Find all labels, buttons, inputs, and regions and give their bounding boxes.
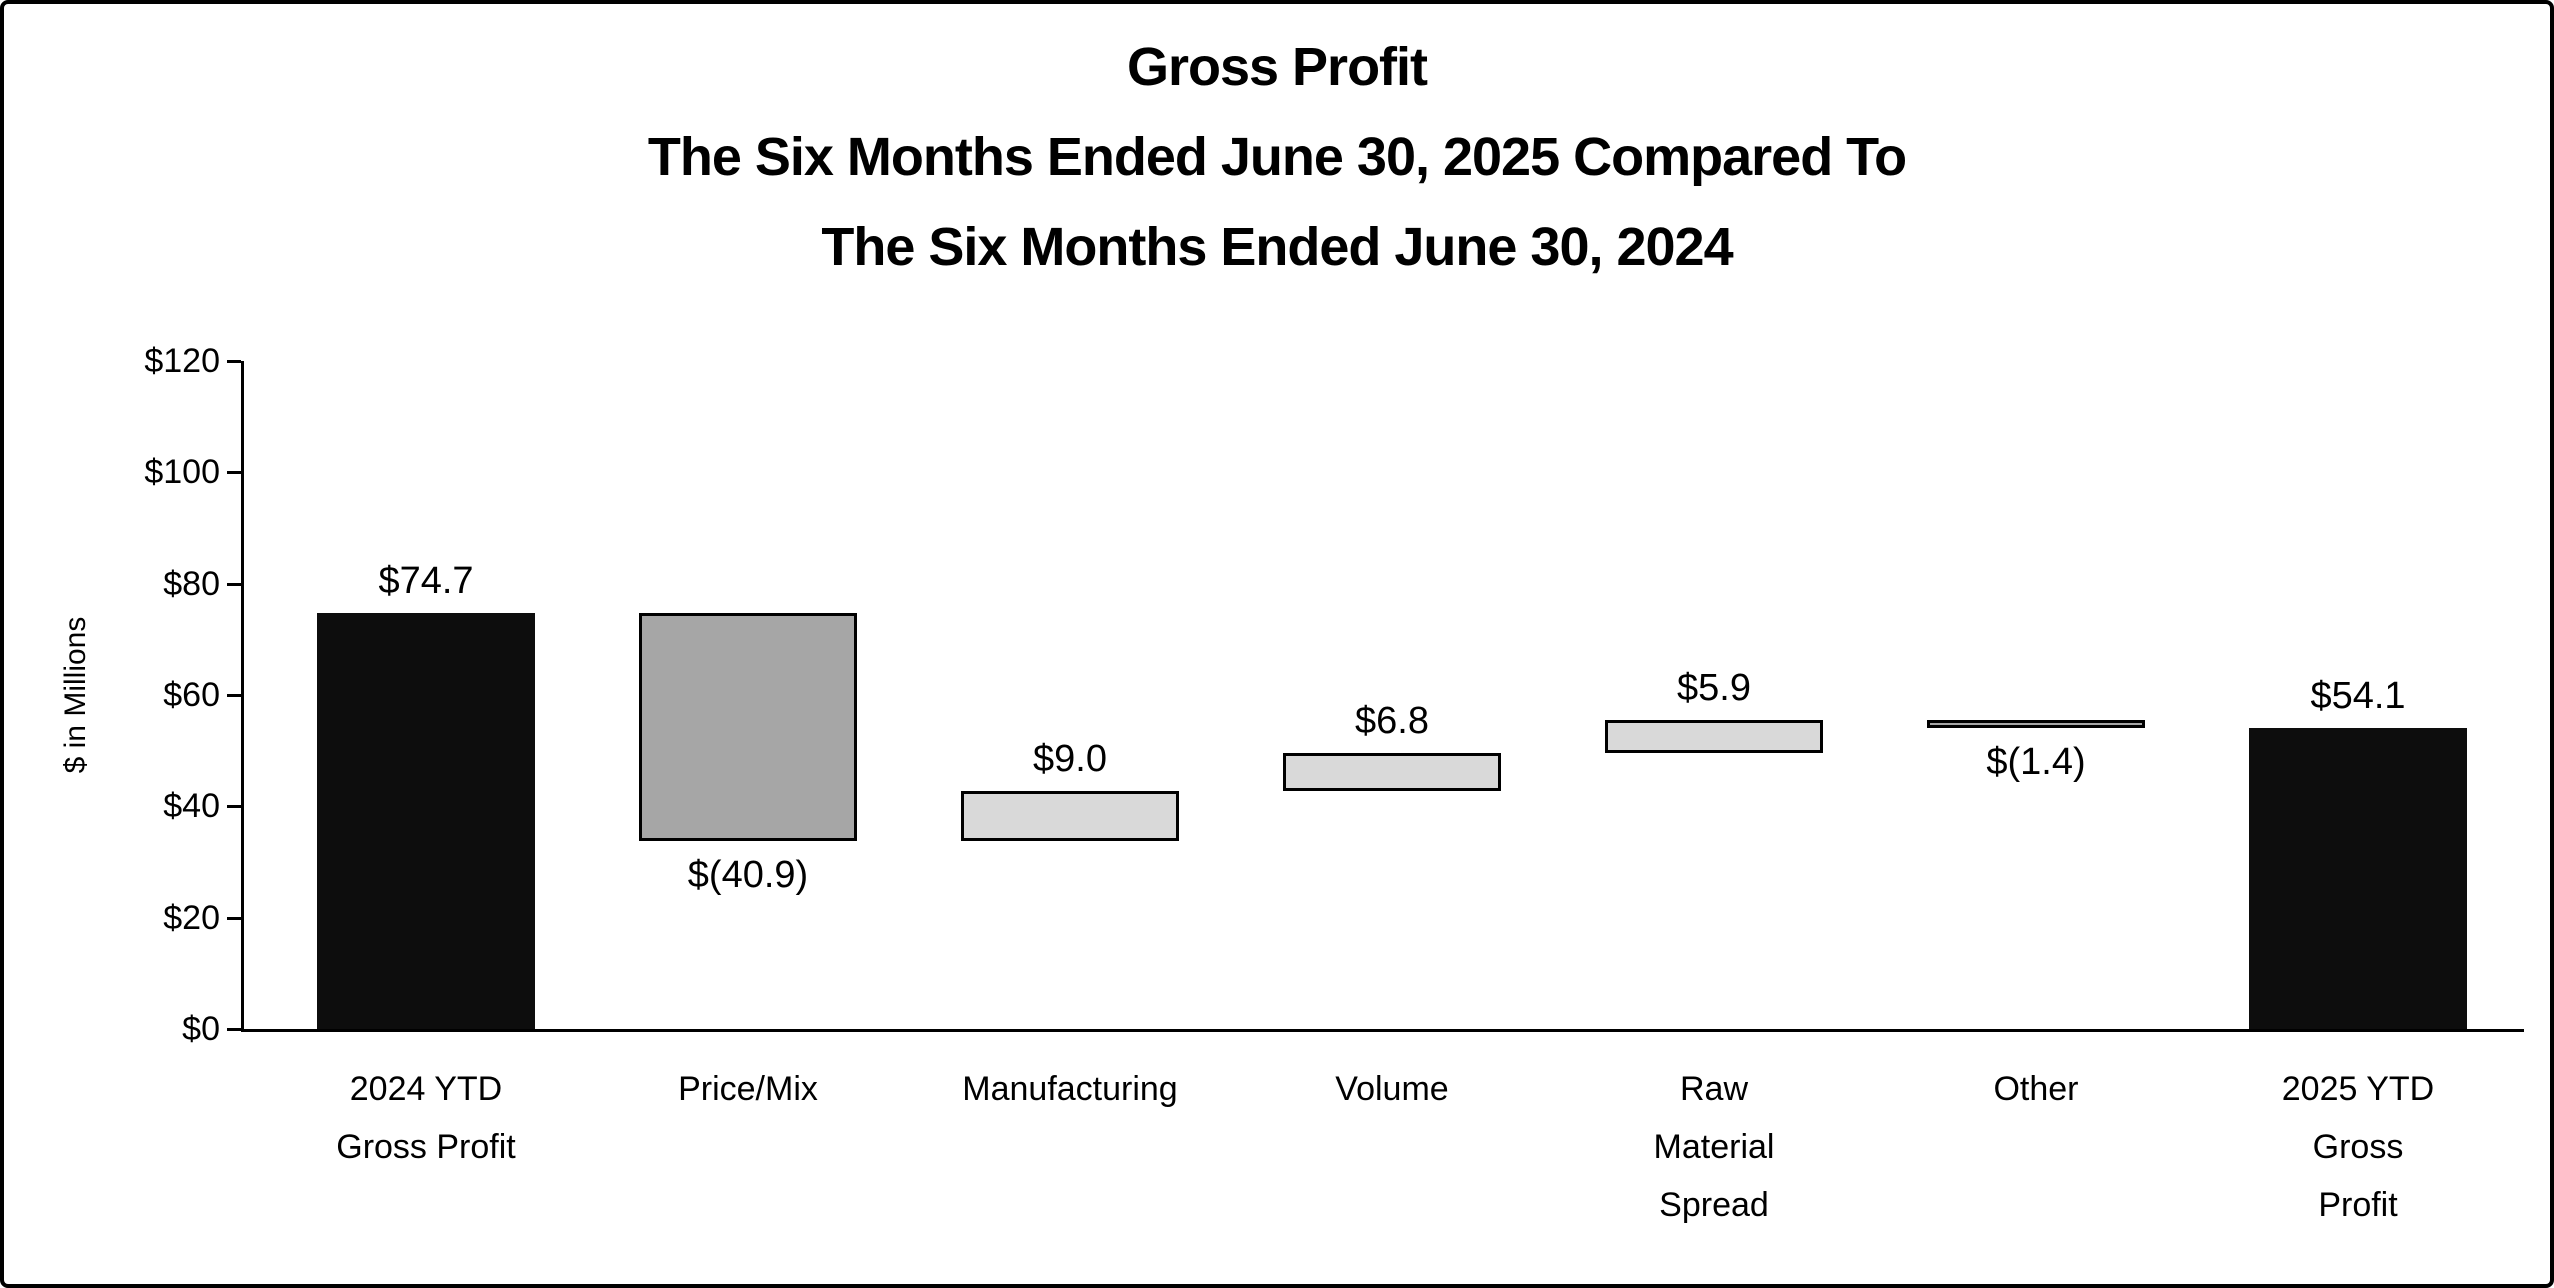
bar-value-label-manufacturing: $9.0 [1033, 738, 1107, 780]
chart-title-line-3: The Six Months Ended June 30, 2024 [821, 217, 1733, 277]
bar-value-label-2025-ytd-gross-profit: $54.1 [2310, 675, 2406, 717]
x-axis-category-line: Gross Profit [336, 1128, 516, 1166]
bar-2024-ytd-gross-profit [317, 613, 535, 1029]
chart-title-line-1: Gross Profit [1126, 37, 1428, 97]
bar-value-label-other: $(1.4) [1986, 741, 2086, 783]
bar-raw-material-spread [1605, 720, 1823, 753]
x-axis-category-label-other: Other [1875, 1060, 2197, 1118]
bar-manufacturing [961, 791, 1179, 841]
x-axis-category-line: 2024 YTD [349, 1070, 503, 1108]
y-tick [227, 1028, 241, 1031]
bar-value-label-raw-material-spread: $5.9 [1677, 667, 1751, 709]
y-tick-label: $80 [163, 565, 220, 603]
bar-other [1927, 720, 2145, 728]
y-tick-label: $20 [163, 899, 220, 937]
chart-title-line-2: The Six Months Ended June 30, 2025 Compa… [647, 127, 1907, 187]
x-axis-category-line: Gross [2312, 1128, 2404, 1166]
y-tick [227, 805, 241, 808]
plot-area: $ in Millions $0 $20 $40 $60 $80 $100 $120 $74.… [4, 4, 2550, 1284]
y-tick-label: $40 [163, 787, 220, 825]
x-axis-category-line: Price/Mix [678, 1070, 818, 1108]
x-axis-category-label-2025-ytd-gross-profit: 2025 YTD Gross Profit [2197, 1060, 2519, 1234]
y-tick [227, 471, 241, 474]
x-axis-category-line: Volume [1335, 1070, 1449, 1108]
y-tick-label: $100 [144, 453, 220, 491]
x-axis-category-line: Manufacturing [962, 1070, 1178, 1108]
y-tick [227, 583, 241, 586]
bar-volume [1283, 753, 1501, 791]
x-axis-category-label-manufacturing: Manufacturing [909, 1060, 1231, 1118]
y-tick-label: $60 [163, 676, 220, 714]
bar-2025-ytd-gross-profit [2249, 728, 2467, 1029]
y-tick [227, 917, 241, 920]
bar-price-mix [639, 613, 857, 841]
y-axis-line [241, 361, 244, 1032]
x-axis-category-line: Material [1653, 1128, 1775, 1166]
x-axis-category-line: Profit [2318, 1186, 2398, 1224]
bar-value-label-2024-ytd-gross-profit: $74.7 [378, 560, 474, 602]
x-axis-category-label-price-mix: Price/Mix [587, 1060, 909, 1118]
bar-value-label-price-mix: $(40.9) [687, 854, 809, 896]
x-axis-category-line: 2025 YTD [2281, 1070, 2435, 1108]
y-tick [227, 360, 241, 363]
bar-value-label-volume: $6.8 [1355, 700, 1429, 742]
x-axis-category-line: Raw [1679, 1070, 1749, 1108]
y-tick [227, 694, 241, 697]
x-axis-line [241, 1029, 2524, 1032]
x-axis-category-label-2024-ytd-gross-profit: 2024 YTD Gross Profit [265, 1060, 587, 1176]
x-axis-category-line: Other [1993, 1070, 2079, 1108]
x-axis-category-label-raw-material-spread: Raw Material Spread [1553, 1060, 1875, 1234]
chart-title: Gross Profit The Six Months Ended June 3… [4, 22, 2550, 292]
y-tick-label: $120 [144, 342, 220, 380]
x-axis-category-line: Spread [1659, 1186, 1769, 1224]
x-axis-category-label-volume: Volume [1231, 1060, 1553, 1118]
y-tick-label: $0 [182, 1010, 220, 1048]
